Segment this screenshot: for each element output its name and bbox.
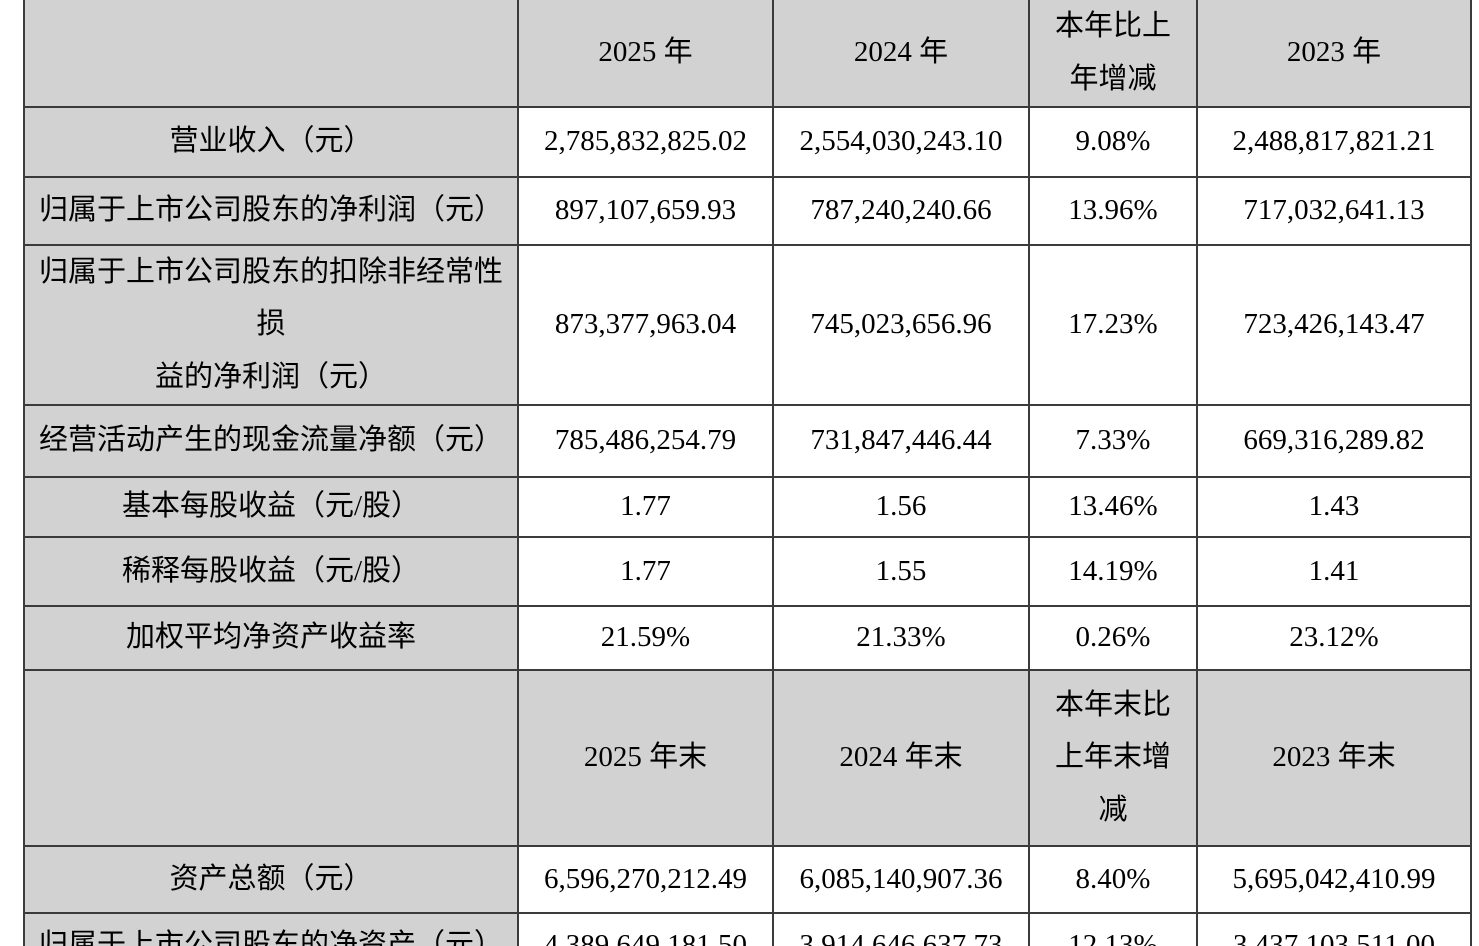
- row-label-cell: 归属于上市公司股东的净资产（元）: [23, 911, 519, 946]
- value-2024-cell: 21.33%: [772, 604, 1030, 671]
- value-change-cell: 0.26%: [1028, 604, 1198, 671]
- value-2025-cell: 21.59%: [517, 604, 774, 671]
- value-change-cell: 7.33%: [1028, 403, 1198, 478]
- financial-summary-table: 2025 年 2024 年 本年比上 年增减 2023 年 营业收入（元） 2,…: [23, 0, 1472, 946]
- header-2023-end-cell: 2023 年末: [1196, 668, 1472, 847]
- table-row-net-profit: 归属于上市公司股东的净利润（元） 897,107,659.93 787,240,…: [23, 175, 1472, 246]
- value-2024-cell: 6,085,140,907.36: [772, 844, 1030, 914]
- value-2023-cell: 1.43: [1196, 475, 1472, 538]
- value-2023-cell: 3,437,103,511.00: [1196, 911, 1472, 946]
- table-row-diluted-eps: 稀释每股收益（元/股） 1.77 1.55 14.19% 1.41: [23, 535, 1472, 607]
- row-label-cell: 归属于上市公司股东的扣除非经常性损 益的净利润（元）: [23, 243, 519, 406]
- value-2023-cell: 669,316,289.82: [1196, 403, 1472, 478]
- value-change-cell: 13.46%: [1028, 475, 1198, 538]
- value-2023-cell: 1.41: [1196, 535, 1472, 607]
- value-2023-cell: 723,426,143.47: [1196, 243, 1472, 406]
- header-change-cell: 本年比上 年增减: [1028, 0, 1198, 108]
- header-row-yearend: 2025 年末 2024 年末 本年末比 上年末增 减 2023 年末: [23, 668, 1472, 847]
- value-change-cell: 12.13%: [1028, 911, 1198, 946]
- header-row-annual: 2025 年 2024 年 本年比上 年增减 2023 年: [23, 0, 1472, 108]
- value-change-cell: 14.19%: [1028, 535, 1198, 607]
- row-label-cell: 基本每股收益（元/股）: [23, 475, 519, 538]
- header-2025-end-cell: 2025 年末: [517, 668, 774, 847]
- row-label-cell: 经营活动产生的现金流量净额（元）: [23, 403, 519, 478]
- row-label-cell: 资产总额（元）: [23, 844, 519, 914]
- value-2025-cell: 897,107,659.93: [517, 175, 774, 246]
- value-change-cell: 13.96%: [1028, 175, 1198, 246]
- value-2025-cell: 873,377,963.04: [517, 243, 774, 406]
- value-change-cell: 9.08%: [1028, 105, 1198, 178]
- table-row-revenue: 营业收入（元） 2,785,832,825.02 2,554,030,243.1…: [23, 105, 1472, 178]
- table-row-total-assets: 资产总额（元） 6,596,270,212.49 6,085,140,907.3…: [23, 844, 1472, 914]
- value-2025-cell: 4,389,649,181.50: [517, 911, 774, 946]
- header-2023-cell: 2023 年: [1196, 0, 1472, 108]
- header-2024-end-cell: 2024 年末: [772, 668, 1030, 847]
- header-blank-cell: [23, 668, 519, 847]
- value-2024-cell: 1.56: [772, 475, 1030, 538]
- value-2025-cell: 785,486,254.79: [517, 403, 774, 478]
- value-2024-cell: 3,914,646,637.73: [772, 911, 1030, 946]
- row-label-cell: 营业收入（元）: [23, 105, 519, 178]
- value-change-cell: 8.40%: [1028, 844, 1198, 914]
- value-2024-cell: 731,847,446.44: [772, 403, 1030, 478]
- header-2025-cell: 2025 年: [517, 0, 774, 108]
- value-2025-cell: 1.77: [517, 535, 774, 607]
- table-row-deducted-net-profit: 归属于上市公司股东的扣除非经常性损 益的净利润（元） 873,377,963.0…: [23, 243, 1472, 406]
- header-2024-cell: 2024 年: [772, 0, 1030, 108]
- header-blank-cell: [23, 0, 519, 108]
- value-2025-cell: 6,596,270,212.49: [517, 844, 774, 914]
- value-2024-cell: 787,240,240.66: [772, 175, 1030, 246]
- row-label-cell: 加权平均净资产收益率: [23, 604, 519, 671]
- value-2025-cell: 2,785,832,825.02: [517, 105, 774, 178]
- value-2024-cell: 745,023,656.96: [772, 243, 1030, 406]
- table-row-weighted-avg-roe: 加权平均净资产收益率 21.59% 21.33% 0.26% 23.12%: [23, 604, 1472, 671]
- value-2023-cell: 5,695,042,410.99: [1196, 844, 1472, 914]
- row-label-cell: 归属于上市公司股东的净利润（元）: [23, 175, 519, 246]
- table-row-basic-eps: 基本每股收益（元/股） 1.77 1.56 13.46% 1.43: [23, 475, 1472, 538]
- table-row-net-assets: 归属于上市公司股东的净资产（元） 4,389,649,181.50 3,914,…: [23, 911, 1472, 946]
- value-2024-cell: 1.55: [772, 535, 1030, 607]
- value-change-cell: 17.23%: [1028, 243, 1198, 406]
- value-2024-cell: 2,554,030,243.10: [772, 105, 1030, 178]
- header-change-end-cell: 本年末比 上年末增 减: [1028, 668, 1198, 847]
- value-2023-cell: 23.12%: [1196, 604, 1472, 671]
- value-2023-cell: 717,032,641.13: [1196, 175, 1472, 246]
- row-label-cell: 稀释每股收益（元/股）: [23, 535, 519, 607]
- value-2025-cell: 1.77: [517, 475, 774, 538]
- table-row-operating-cash-flow: 经营活动产生的现金流量净额（元） 785,486,254.79 731,847,…: [23, 403, 1472, 478]
- value-2023-cell: 2,488,817,821.21: [1196, 105, 1472, 178]
